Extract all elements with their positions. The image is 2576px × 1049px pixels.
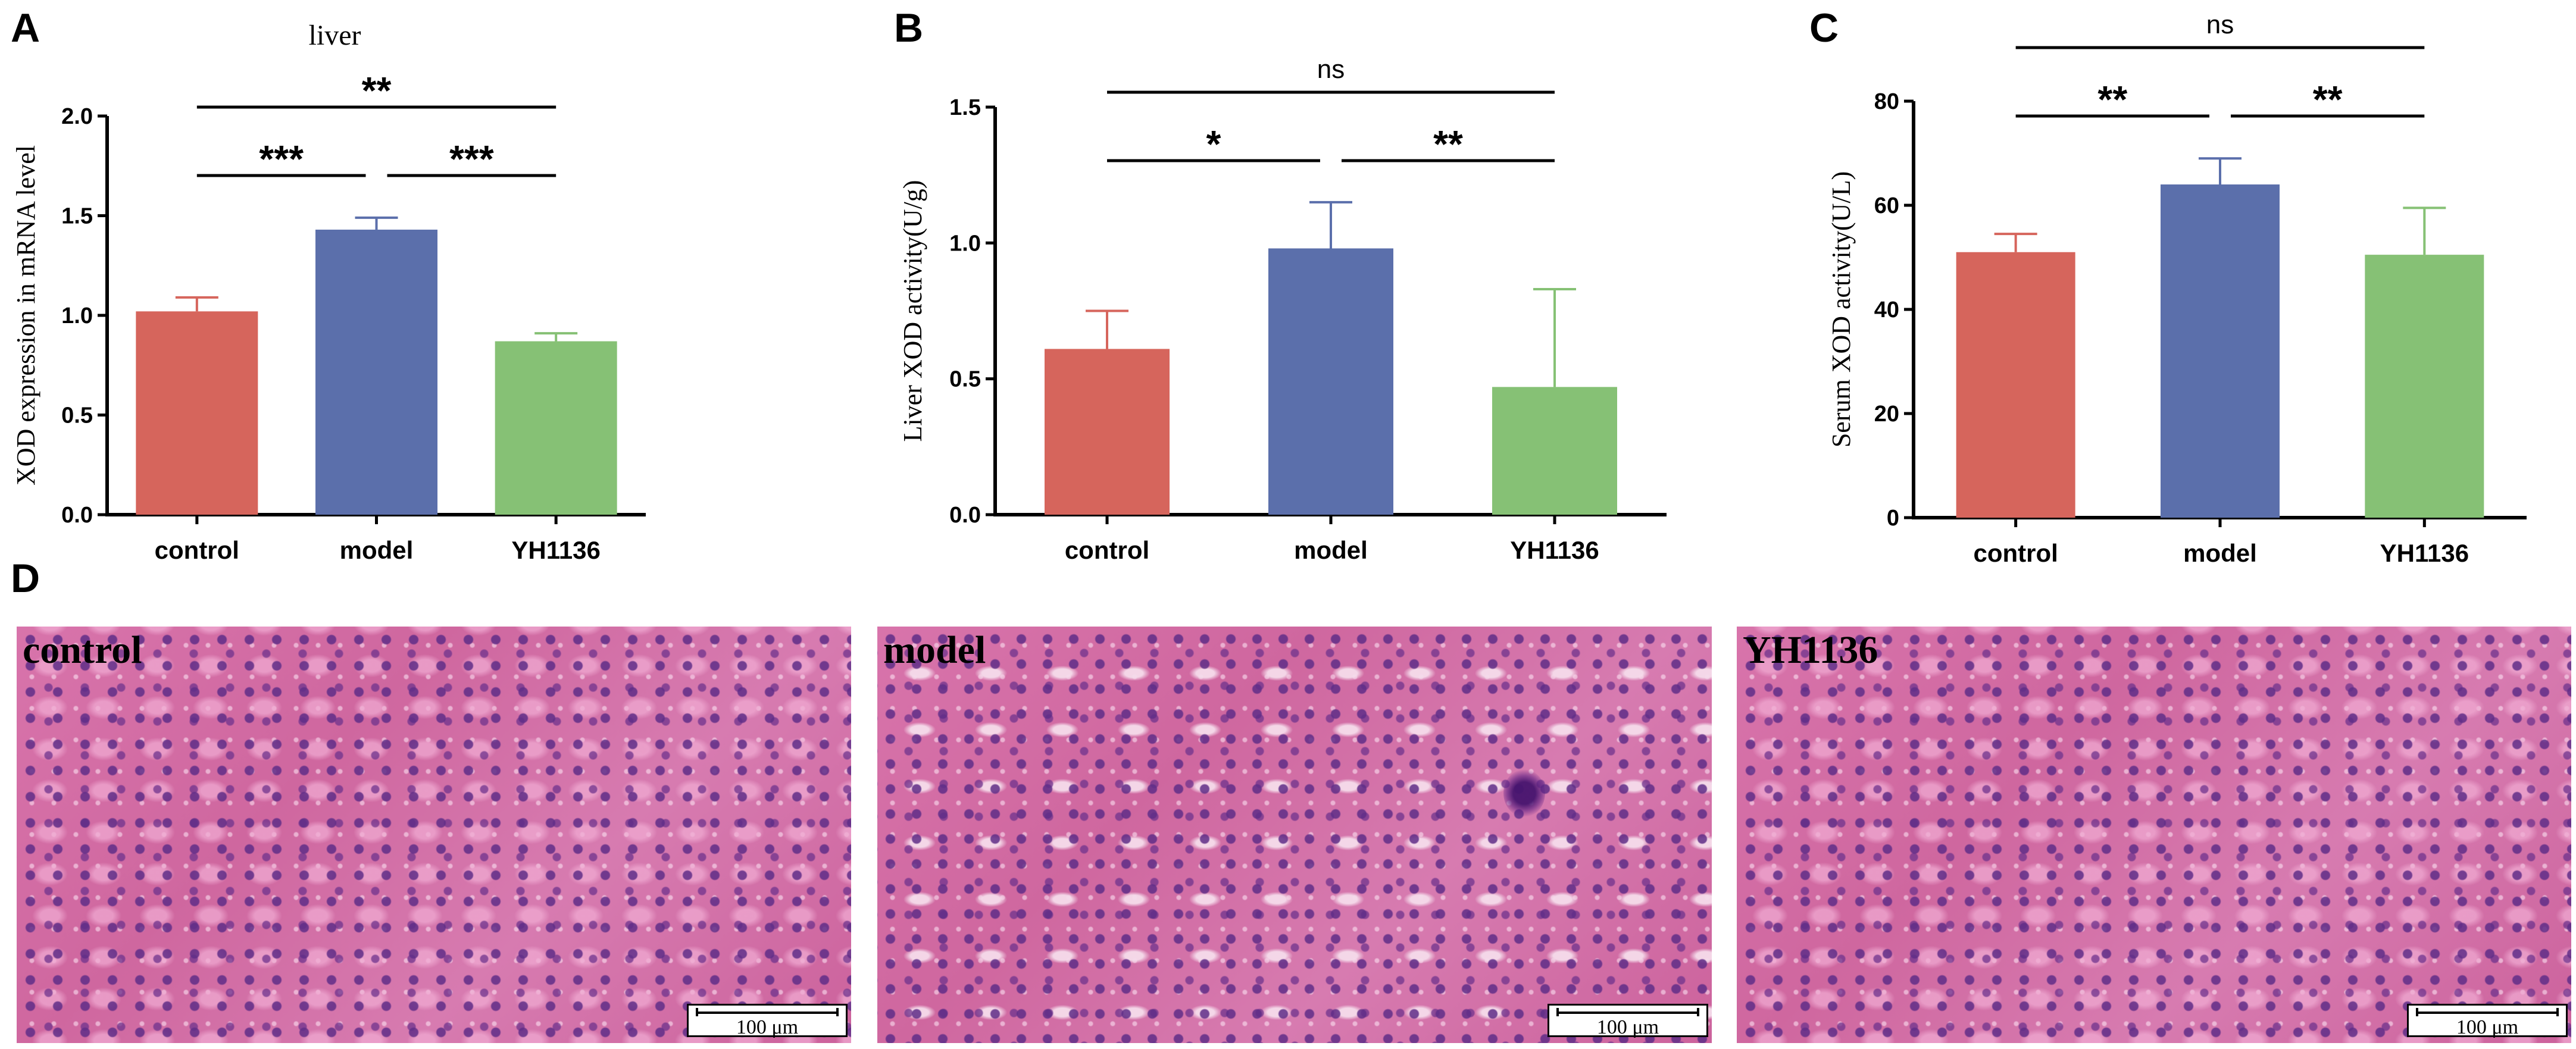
significance-label: ** <box>1433 123 1463 165</box>
significance-label: *** <box>259 137 304 180</box>
y-tick-label: 0.0 <box>61 503 93 528</box>
bar-model <box>1268 248 1393 515</box>
micrograph-label: YH1136 <box>1743 628 1878 672</box>
inflammatory-cell-cluster <box>1503 769 1545 817</box>
scale-bar-label: 100 μm <box>2456 1016 2519 1038</box>
scale-bar: 100 μm <box>687 1004 848 1038</box>
x-tick-label: YH1136 <box>2380 539 2469 565</box>
bar-model <box>2161 184 2280 518</box>
significance-label: ** <box>362 69 392 112</box>
y-tick-label: 2.0 <box>61 104 93 129</box>
micrograph-control: control 100 μm <box>17 627 851 1043</box>
significance-label: ns <box>1317 55 1345 84</box>
bar-control <box>1045 349 1170 515</box>
x-tick-label: model <box>340 536 414 564</box>
x-tick-label: YH1136 <box>1510 536 1599 564</box>
x-tick-label: control <box>1065 536 1149 564</box>
significance-label: ** <box>2313 78 2343 121</box>
bar-model <box>315 229 437 515</box>
bar-control <box>1956 252 2075 518</box>
x-tick-label: YH1136 <box>511 536 600 564</box>
panel-letter: A <box>11 5 40 51</box>
panel-letter: B <box>894 5 923 51</box>
bar-yh1136 <box>1492 387 1617 515</box>
x-tick-label: control <box>1974 539 2058 565</box>
y-tick-label: 1.0 <box>949 231 981 256</box>
y-tick-label: 0.5 <box>949 367 981 392</box>
panel-letter-d: D <box>11 556 40 601</box>
x-tick-label: control <box>155 536 239 564</box>
y-tick-label: 1.5 <box>949 95 981 120</box>
micrograph-label: control <box>23 628 142 672</box>
significance-label: * <box>1206 123 1221 165</box>
y-axis-label: XOD expression in mRNA level <box>11 145 40 486</box>
x-tick-label: model <box>1294 536 1368 564</box>
x-tick-label: model <box>2183 539 2257 565</box>
scale-bar: 100 μm <box>2407 1004 2568 1038</box>
y-tick-label: 0.5 <box>61 403 93 428</box>
bar-yh1136 <box>2365 255 2484 518</box>
scale-bar: 100 μm <box>1548 1004 1708 1038</box>
panel-letter: C <box>1809 5 1839 51</box>
scale-bar-label: 100 μm <box>1596 1016 1659 1038</box>
significance-label: *** <box>449 137 494 180</box>
y-tick-label: 0.0 <box>949 503 981 528</box>
y-tick-label: 80 <box>1874 89 1899 114</box>
y-tick-label: 40 <box>1874 298 1899 322</box>
chart-title: liver <box>309 20 361 51</box>
micrograph-label: model <box>883 628 986 672</box>
significance-label: ** <box>2097 78 2127 121</box>
y-tick-label: 20 <box>1874 402 1899 427</box>
bar-control <box>136 311 258 515</box>
y-tick-label: 0 <box>1887 506 1899 531</box>
micrograph-model: model 100 μm <box>877 627 1712 1043</box>
y-axis-label: Liver XOD activity(U/g) <box>898 180 927 442</box>
y-tick-label: 1.5 <box>61 204 93 229</box>
y-tick-label: 1.0 <box>61 303 93 328</box>
y-tick-label: 60 <box>1874 193 1899 218</box>
micrograph-yh1136: YH1136 100 μm <box>1737 627 2571 1043</box>
significance-label: ns <box>2206 10 2234 39</box>
scale-bar-label: 100 μm <box>736 1016 799 1038</box>
y-axis-label: Serum XOD activity(U/L) <box>1827 171 1856 447</box>
bar-yh1136 <box>495 341 617 515</box>
